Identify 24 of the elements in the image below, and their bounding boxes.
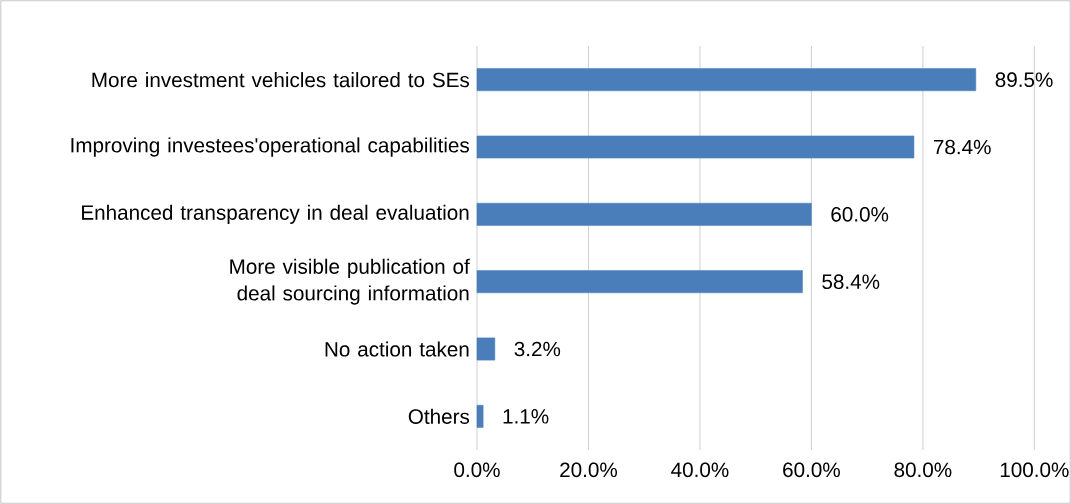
y-tick-label: Improving investees'operational capabilities — [71, 137, 469, 157]
data-label: 78.4% — [933, 139, 991, 155]
data-label: 3.2% — [514, 341, 561, 357]
x-tick-label: 40.0% — [671, 462, 729, 478]
y-tick-label: More investment vehicles tailored to SEs — [92, 72, 470, 88]
bar — [476, 337, 496, 361]
bar — [476, 135, 915, 159]
bar — [476, 202, 812, 226]
data-label: 60.0% — [831, 207, 889, 222]
y-tick-label: More visible publication of deal sourcing information — [230, 258, 470, 305]
bar — [476, 68, 977, 92]
bar — [476, 270, 803, 294]
x-tick-label: 80.0% — [894, 462, 952, 478]
x-tick-label: 60.0% — [783, 462, 840, 478]
data-label: 89.5% — [995, 72, 1053, 87]
data-label: 58.4% — [822, 274, 880, 289]
x-tick-label: 100.0% — [1000, 462, 1069, 478]
x-tick-label: 20.0% — [560, 462, 618, 478]
y-tick-label: Enhanced transparency in deal evaluation — [82, 204, 469, 224]
y-tick-label: No action taken — [325, 341, 469, 357]
x-tick-label: 0.0% — [454, 462, 500, 478]
y-tick-label: Others — [408, 408, 470, 424]
data-label: 1.1% — [503, 409, 549, 424]
bar — [476, 404, 484, 428]
